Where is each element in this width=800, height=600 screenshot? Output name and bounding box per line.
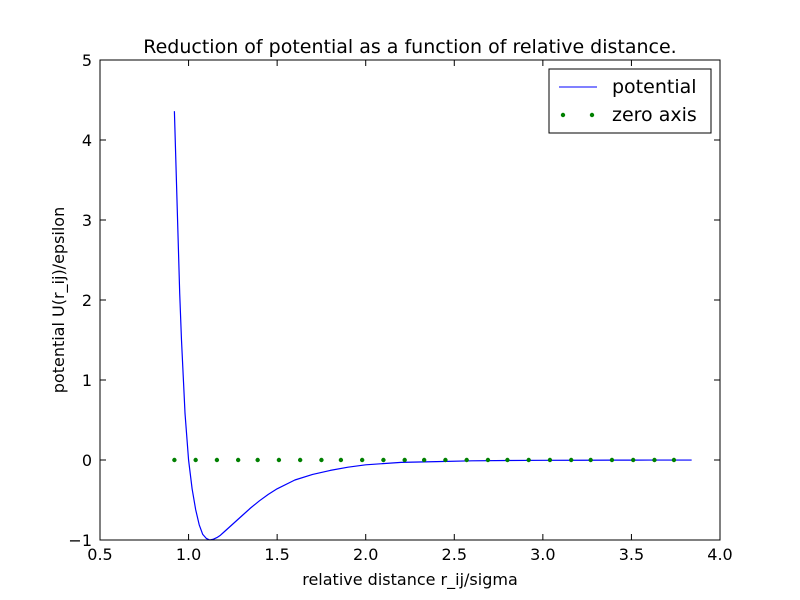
series-point-zero-axis (193, 457, 198, 463)
series-point-zero-axis (671, 457, 677, 463)
series-point-zero-axis (235, 457, 241, 463)
series-line-potential (173, 111, 692, 541)
series-point-zero-axis (485, 457, 491, 463)
series-point-zero-axis (588, 457, 593, 463)
chart-title: Reduction of potential as a function of … (143, 36, 676, 58)
legend-dot-swatch (589, 112, 595, 118)
series-point-zero-axis (359, 457, 365, 463)
y-tick-label: 5 (82, 51, 92, 70)
legend-label-zero-axis: zero axis (612, 104, 697, 126)
x-axis-label: relative distance r_ij/sigma (302, 570, 518, 590)
series-layer (172, 111, 692, 541)
legend-dot-swatch (560, 112, 566, 118)
x-tick-label: 3.0 (530, 545, 555, 564)
y-tick-label: 2 (82, 291, 92, 310)
y-axis-label: potential U(r_ij)/epsilon (49, 207, 69, 393)
series-point-zero-axis (276, 457, 282, 463)
plot-area: 0.5 1.0 1.5 2.0 2.5 3.0 3.5 4.0 −1 0 1 2 3 4 5 (68, 51, 732, 564)
x-tick-label: 3.5 (619, 545, 644, 564)
x-tick-label: 4.0 (707, 545, 732, 564)
legend-box (548, 68, 712, 134)
series-point-zero-axis (255, 457, 260, 463)
y-tick-label: 4 (82, 131, 92, 150)
series-point-zero-axis (421, 457, 427, 463)
x-tick-label: 1.5 (264, 545, 289, 564)
series-point-zero-axis (214, 457, 220, 463)
x-tick-label: 2.5 (442, 545, 467, 564)
series-point-zero-axis (443, 457, 448, 463)
series-point-zero-axis (172, 457, 177, 463)
series-point-zero-axis (609, 457, 615, 463)
series-point-zero-axis (319, 457, 324, 463)
x-tick-label: 0.5 (87, 545, 112, 564)
series-point-zero-axis (547, 457, 553, 463)
y-tick-label: 1 (82, 371, 92, 390)
series-point-zero-axis (569, 457, 574, 463)
series-point-zero-axis (505, 457, 510, 463)
series-point-zero-axis (631, 457, 636, 463)
series-point-zero-axis (464, 457, 469, 463)
ticks-layer: 0.5 1.0 1.5 2.0 2.5 3.0 3.5 4.0 −1 0 1 2 3 4 5 (68, 51, 732, 564)
y-tick-label: 3 (82, 211, 92, 230)
y-tick-label: −1 (68, 531, 92, 550)
series-point-zero-axis (297, 457, 303, 463)
x-tick-label: 2.0 (353, 545, 378, 564)
legend: potential zero axis (548, 68, 712, 134)
series-point-zero-axis (526, 457, 531, 463)
series-point-zero-axis (402, 457, 407, 463)
y-tick-label: 0 (82, 451, 92, 470)
series-point-zero-axis (652, 457, 657, 463)
legend-label-potential: potential (612, 76, 697, 98)
series-point-zero-axis (381, 457, 386, 463)
series-point-zero-axis (338, 457, 344, 463)
x-tick-label: 1.0 (176, 545, 201, 564)
